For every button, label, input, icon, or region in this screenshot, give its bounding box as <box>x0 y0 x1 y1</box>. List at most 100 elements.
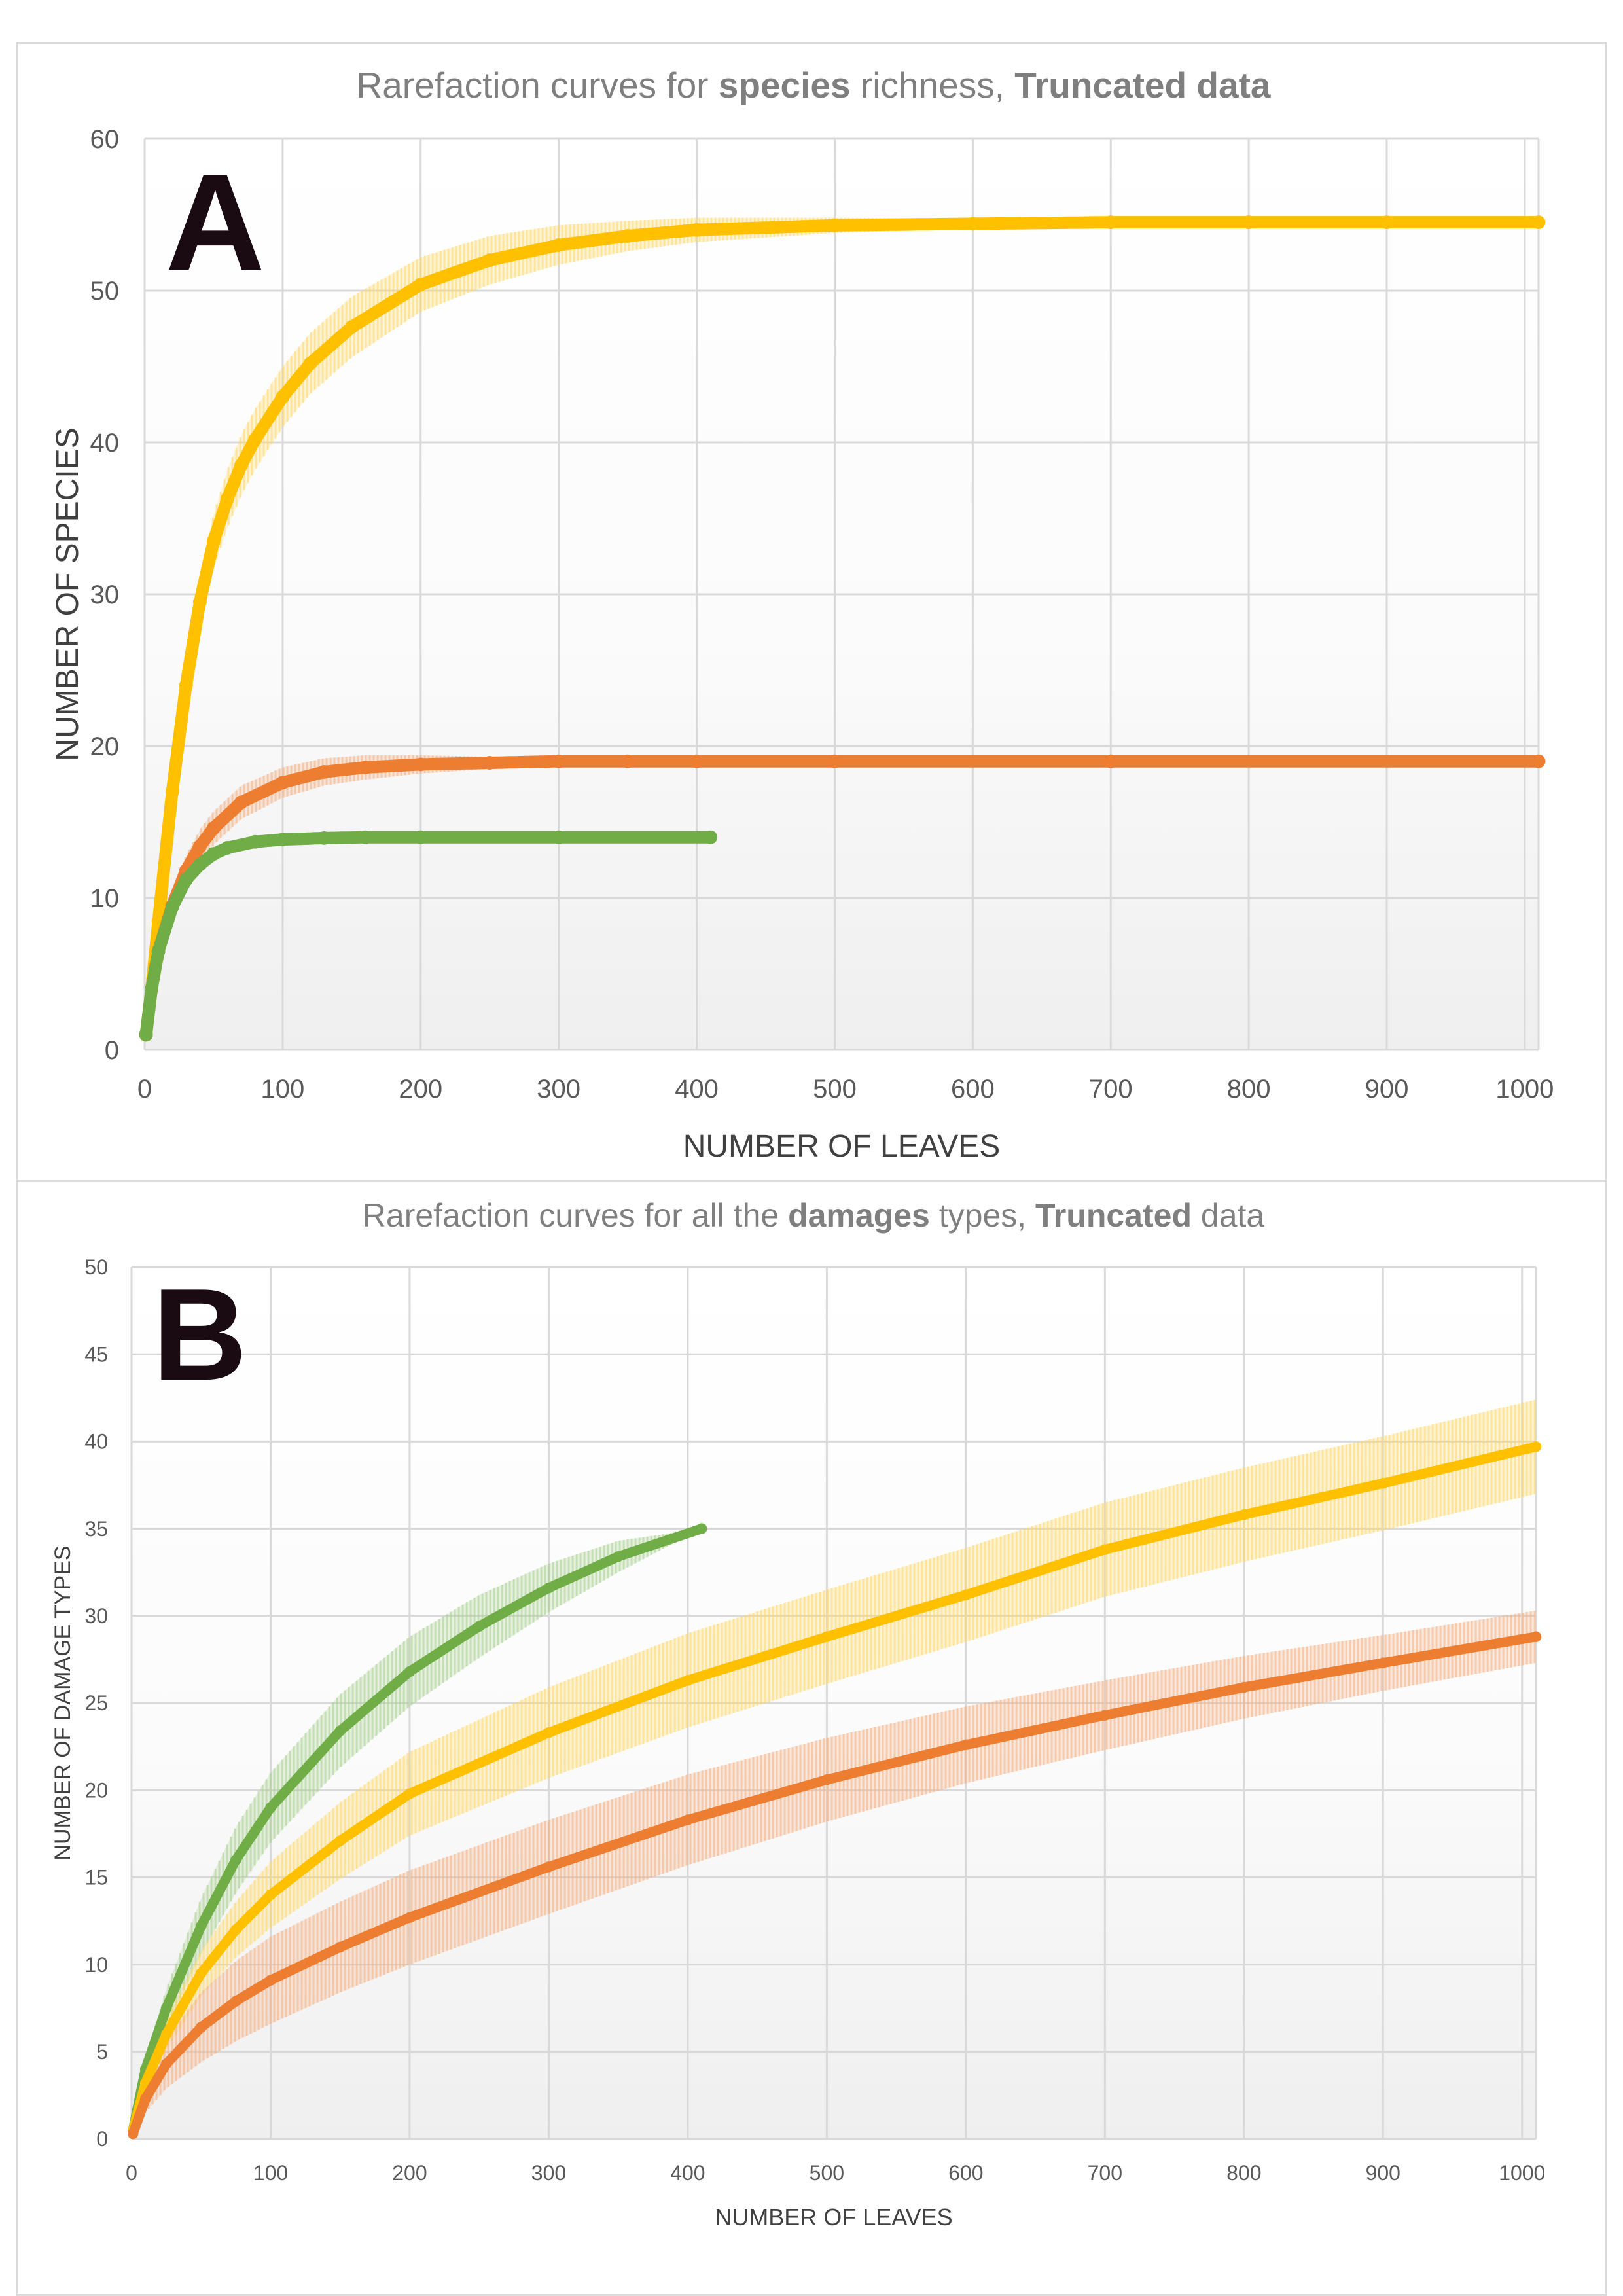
chart-title-part: richness, <box>851 65 1015 105</box>
data-point <box>482 253 497 268</box>
chart-b: 0 100 200 300 400 500 600 700 800 900 1000 0 5 10 15 20… <box>50 1197 1545 2231</box>
x-tick-label: 1000 <box>1495 1075 1554 1103</box>
series-line <box>128 1524 706 2136</box>
x-tick-label: 100 <box>253 2161 288 2185</box>
data-point <box>1103 754 1118 768</box>
chart-title-part: Rarefaction curves for all the <box>363 1197 788 1234</box>
data-point <box>179 872 193 887</box>
data-point <box>552 830 566 844</box>
data-point <box>195 1920 207 1932</box>
y-tick-label: 60 <box>90 125 120 154</box>
data-point <box>317 764 331 779</box>
data-point <box>165 900 179 914</box>
data-point <box>165 785 179 799</box>
chart-title-part: damages <box>788 1197 930 1234</box>
data-point <box>234 795 249 810</box>
y-tick-label: 40 <box>90 429 120 457</box>
data-point <box>543 1727 554 1738</box>
x-tick-label: 700 <box>1088 2161 1122 2185</box>
y-tick-label: 0 <box>96 2127 108 2151</box>
x-tick-label: 100 <box>261 1075 305 1103</box>
data-point <box>552 238 566 252</box>
data-point <box>1238 1509 1250 1520</box>
data-point <box>127 2128 139 2140</box>
data-point <box>690 223 704 237</box>
data-point <box>404 1912 416 1923</box>
chart-title-part: species <box>719 65 851 105</box>
data-point <box>682 1675 694 1686</box>
chart-title-part: Truncated data <box>1014 65 1271 105</box>
chart-a: 0 100 200 300 400 500 600 700 800 900 1000 0 10 20 30 4… <box>50 65 1554 1164</box>
data-point <box>1099 1710 1111 1721</box>
data-point <box>276 776 290 790</box>
data-point <box>1378 1478 1389 1489</box>
data-point <box>160 2028 172 2040</box>
y-tick-label: 5 <box>96 2040 108 2064</box>
data-point <box>414 757 428 772</box>
data-point <box>265 1975 276 1986</box>
x-tick-label: 400 <box>675 1075 719 1103</box>
data-point <box>206 821 221 835</box>
y-tick-label: 30 <box>90 581 120 609</box>
x-tick-label: 500 <box>810 2161 844 2185</box>
y-tick-label: 25 <box>84 1691 108 1715</box>
data-point <box>1378 1657 1389 1668</box>
y-tick-label: 15 <box>84 1866 108 1890</box>
y-tick-label: 45 <box>84 1342 108 1366</box>
chart-title: Rarefaction curves for all the damages t… <box>363 1197 1265 1234</box>
data-point <box>206 847 221 861</box>
data-point <box>1241 215 1256 230</box>
data-point <box>1380 215 1394 230</box>
data-point <box>404 1666 416 1677</box>
data-point <box>195 1967 207 1979</box>
data-point <box>334 1725 346 1736</box>
data-point <box>543 1861 554 1873</box>
data-point <box>821 1631 832 1643</box>
x-tick-label: 300 <box>531 2161 566 2185</box>
series-band-fill <box>133 1529 699 2130</box>
chart-title-part: types, <box>930 1197 1035 1234</box>
x-tick-label: 1000 <box>1499 2161 1545 2185</box>
data-point <box>230 1854 241 1866</box>
series-band-fill <box>133 1399 1535 2130</box>
data-point <box>404 1788 416 1799</box>
data-point <box>828 754 842 768</box>
y-tick-label: 50 <box>84 1255 108 1279</box>
data-point <box>543 1582 554 1594</box>
data-point <box>344 320 359 334</box>
x-tick-label: 800 <box>1227 1075 1271 1103</box>
data-point <box>265 1889 276 1901</box>
x-tick-label: 600 <box>951 1075 995 1103</box>
data-point <box>613 1551 624 1562</box>
data-point <box>682 1814 694 1825</box>
data-point <box>1530 1441 1542 1452</box>
data-point <box>276 833 290 847</box>
x-tick-label: 200 <box>392 2161 427 2185</box>
data-point <box>334 1835 346 1846</box>
x-axis-label: NUMBER OF LEAVES <box>715 2204 952 2231</box>
data-point <box>303 356 317 370</box>
data-point <box>620 754 635 768</box>
data-point <box>192 595 207 609</box>
y-tick-label: 30 <box>84 1604 108 1628</box>
data-point <box>1530 1631 1542 1643</box>
data-point <box>139 2093 151 2104</box>
y-tick-label: 40 <box>84 1430 108 1454</box>
data-point <box>358 761 372 774</box>
data-point <box>230 1924 241 1935</box>
data-point <box>234 458 249 473</box>
data-point <box>276 389 290 404</box>
data-point <box>195 2022 207 2033</box>
data-point <box>265 1802 276 1814</box>
data-point <box>552 754 566 768</box>
x-tick-label: 500 <box>813 1075 857 1103</box>
data-point <box>151 944 166 958</box>
data-point <box>1531 754 1546 768</box>
data-point <box>960 1589 972 1601</box>
data-point <box>221 492 234 506</box>
data-point <box>960 1739 972 1751</box>
data-point <box>690 754 704 768</box>
data-point <box>696 1523 707 1534</box>
data-point <box>1103 215 1118 230</box>
data-point <box>965 217 980 231</box>
